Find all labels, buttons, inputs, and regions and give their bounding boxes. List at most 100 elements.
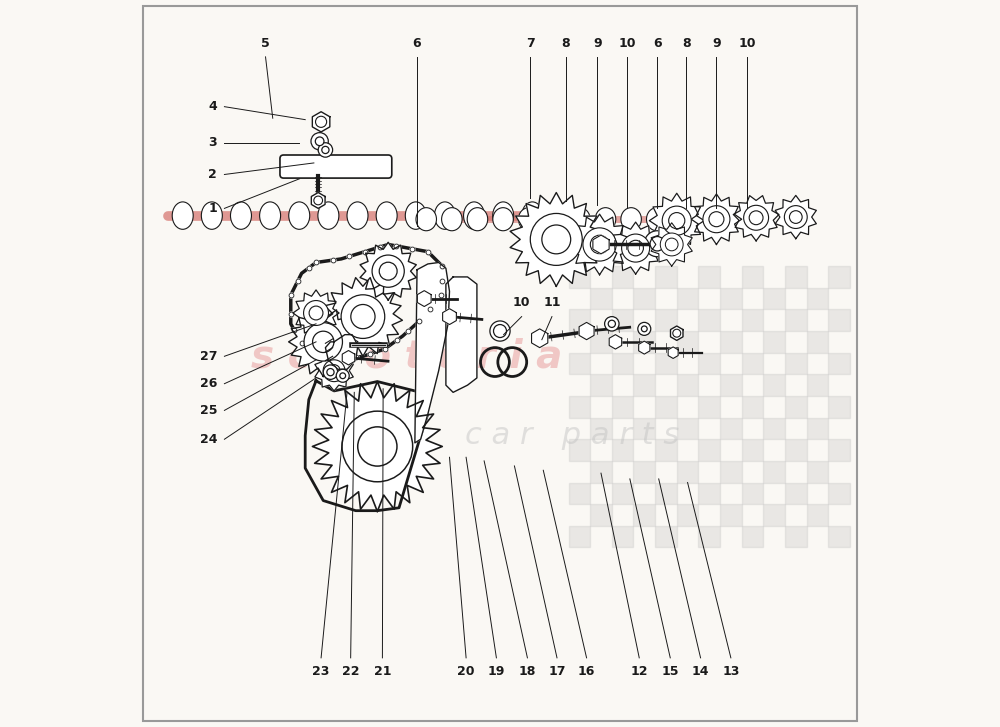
Bar [742, 526, 763, 547]
Ellipse shape [172, 202, 193, 229]
Bar [590, 461, 612, 483]
Text: 13: 13 [722, 665, 740, 678]
Ellipse shape [347, 202, 368, 229]
Circle shape [313, 332, 334, 353]
Circle shape [644, 230, 670, 257]
Circle shape [315, 137, 324, 145]
Polygon shape [570, 214, 629, 275]
Circle shape [530, 214, 582, 265]
Bar [742, 266, 763, 288]
Ellipse shape [405, 202, 426, 229]
Bar [785, 526, 807, 547]
Bar [720, 374, 742, 396]
Circle shape [660, 233, 683, 256]
Text: 10: 10 [618, 36, 636, 49]
Bar [698, 266, 720, 288]
Circle shape [340, 373, 346, 379]
Ellipse shape [544, 208, 565, 230]
Text: 19: 19 [488, 665, 505, 678]
Ellipse shape [318, 202, 339, 229]
Polygon shape [342, 350, 355, 365]
Bar [612, 353, 633, 374]
Circle shape [784, 206, 807, 228]
Ellipse shape [416, 208, 436, 230]
Ellipse shape [464, 202, 485, 229]
Polygon shape [668, 347, 678, 358]
Circle shape [309, 306, 323, 320]
Polygon shape [417, 291, 431, 307]
Bar [612, 483, 633, 505]
Bar [807, 288, 828, 310]
Polygon shape [312, 382, 442, 511]
Bar [785, 439, 807, 461]
Bar [655, 353, 677, 374]
Bar [698, 310, 720, 331]
Polygon shape [609, 334, 622, 349]
Polygon shape [649, 193, 704, 248]
Bar [807, 417, 828, 439]
Circle shape [662, 206, 691, 236]
Text: 8: 8 [682, 36, 690, 49]
Ellipse shape [434, 202, 455, 229]
Text: 3: 3 [209, 136, 217, 149]
Polygon shape [289, 308, 358, 377]
Circle shape [749, 211, 763, 225]
Bar [655, 526, 677, 547]
Text: c a r   p a r t s: c a r p a r t s [465, 421, 679, 450]
Text: 8: 8 [561, 36, 570, 49]
Bar [569, 266, 590, 288]
Circle shape [628, 241, 643, 256]
Text: 23: 23 [312, 665, 330, 678]
Circle shape [789, 211, 802, 223]
Bar [742, 483, 763, 505]
Circle shape [650, 236, 664, 251]
Polygon shape [312, 112, 330, 132]
Bar [785, 353, 807, 374]
Bar [763, 461, 785, 483]
Circle shape [605, 316, 619, 331]
Text: 20: 20 [457, 665, 475, 678]
Circle shape [709, 212, 724, 227]
Text: 16: 16 [578, 665, 595, 678]
Circle shape [342, 411, 413, 482]
Bar [655, 266, 677, 288]
Bar [763, 374, 785, 396]
Text: 4: 4 [208, 100, 217, 113]
Ellipse shape [621, 208, 641, 230]
Polygon shape [323, 278, 402, 356]
Bar [807, 461, 828, 483]
Bar [677, 331, 698, 353]
Text: 7: 7 [526, 36, 535, 49]
Circle shape [490, 321, 510, 341]
Circle shape [304, 323, 342, 361]
Polygon shape [532, 329, 548, 348]
Circle shape [372, 255, 404, 287]
Circle shape [322, 146, 329, 153]
Bar [698, 353, 720, 374]
Circle shape [316, 116, 327, 127]
Polygon shape [579, 322, 594, 340]
Text: 26: 26 [200, 377, 217, 390]
Circle shape [358, 427, 397, 466]
Polygon shape [293, 290, 339, 336]
Bar [655, 483, 677, 505]
Bar [785, 396, 807, 417]
Polygon shape [691, 194, 742, 244]
Polygon shape [443, 309, 456, 324]
Text: 2: 2 [208, 168, 217, 181]
Ellipse shape [376, 202, 397, 229]
Bar [590, 374, 612, 396]
Circle shape [622, 234, 650, 262]
Text: 9: 9 [593, 36, 602, 49]
Circle shape [323, 360, 345, 382]
Ellipse shape [493, 202, 514, 229]
Bar [720, 288, 742, 310]
Circle shape [583, 228, 616, 261]
Polygon shape [651, 222, 692, 266]
Bar [677, 374, 698, 396]
Bar [612, 526, 633, 547]
Circle shape [638, 322, 651, 335]
Bar [720, 505, 742, 526]
Bar [633, 505, 655, 526]
Ellipse shape [518, 208, 539, 230]
